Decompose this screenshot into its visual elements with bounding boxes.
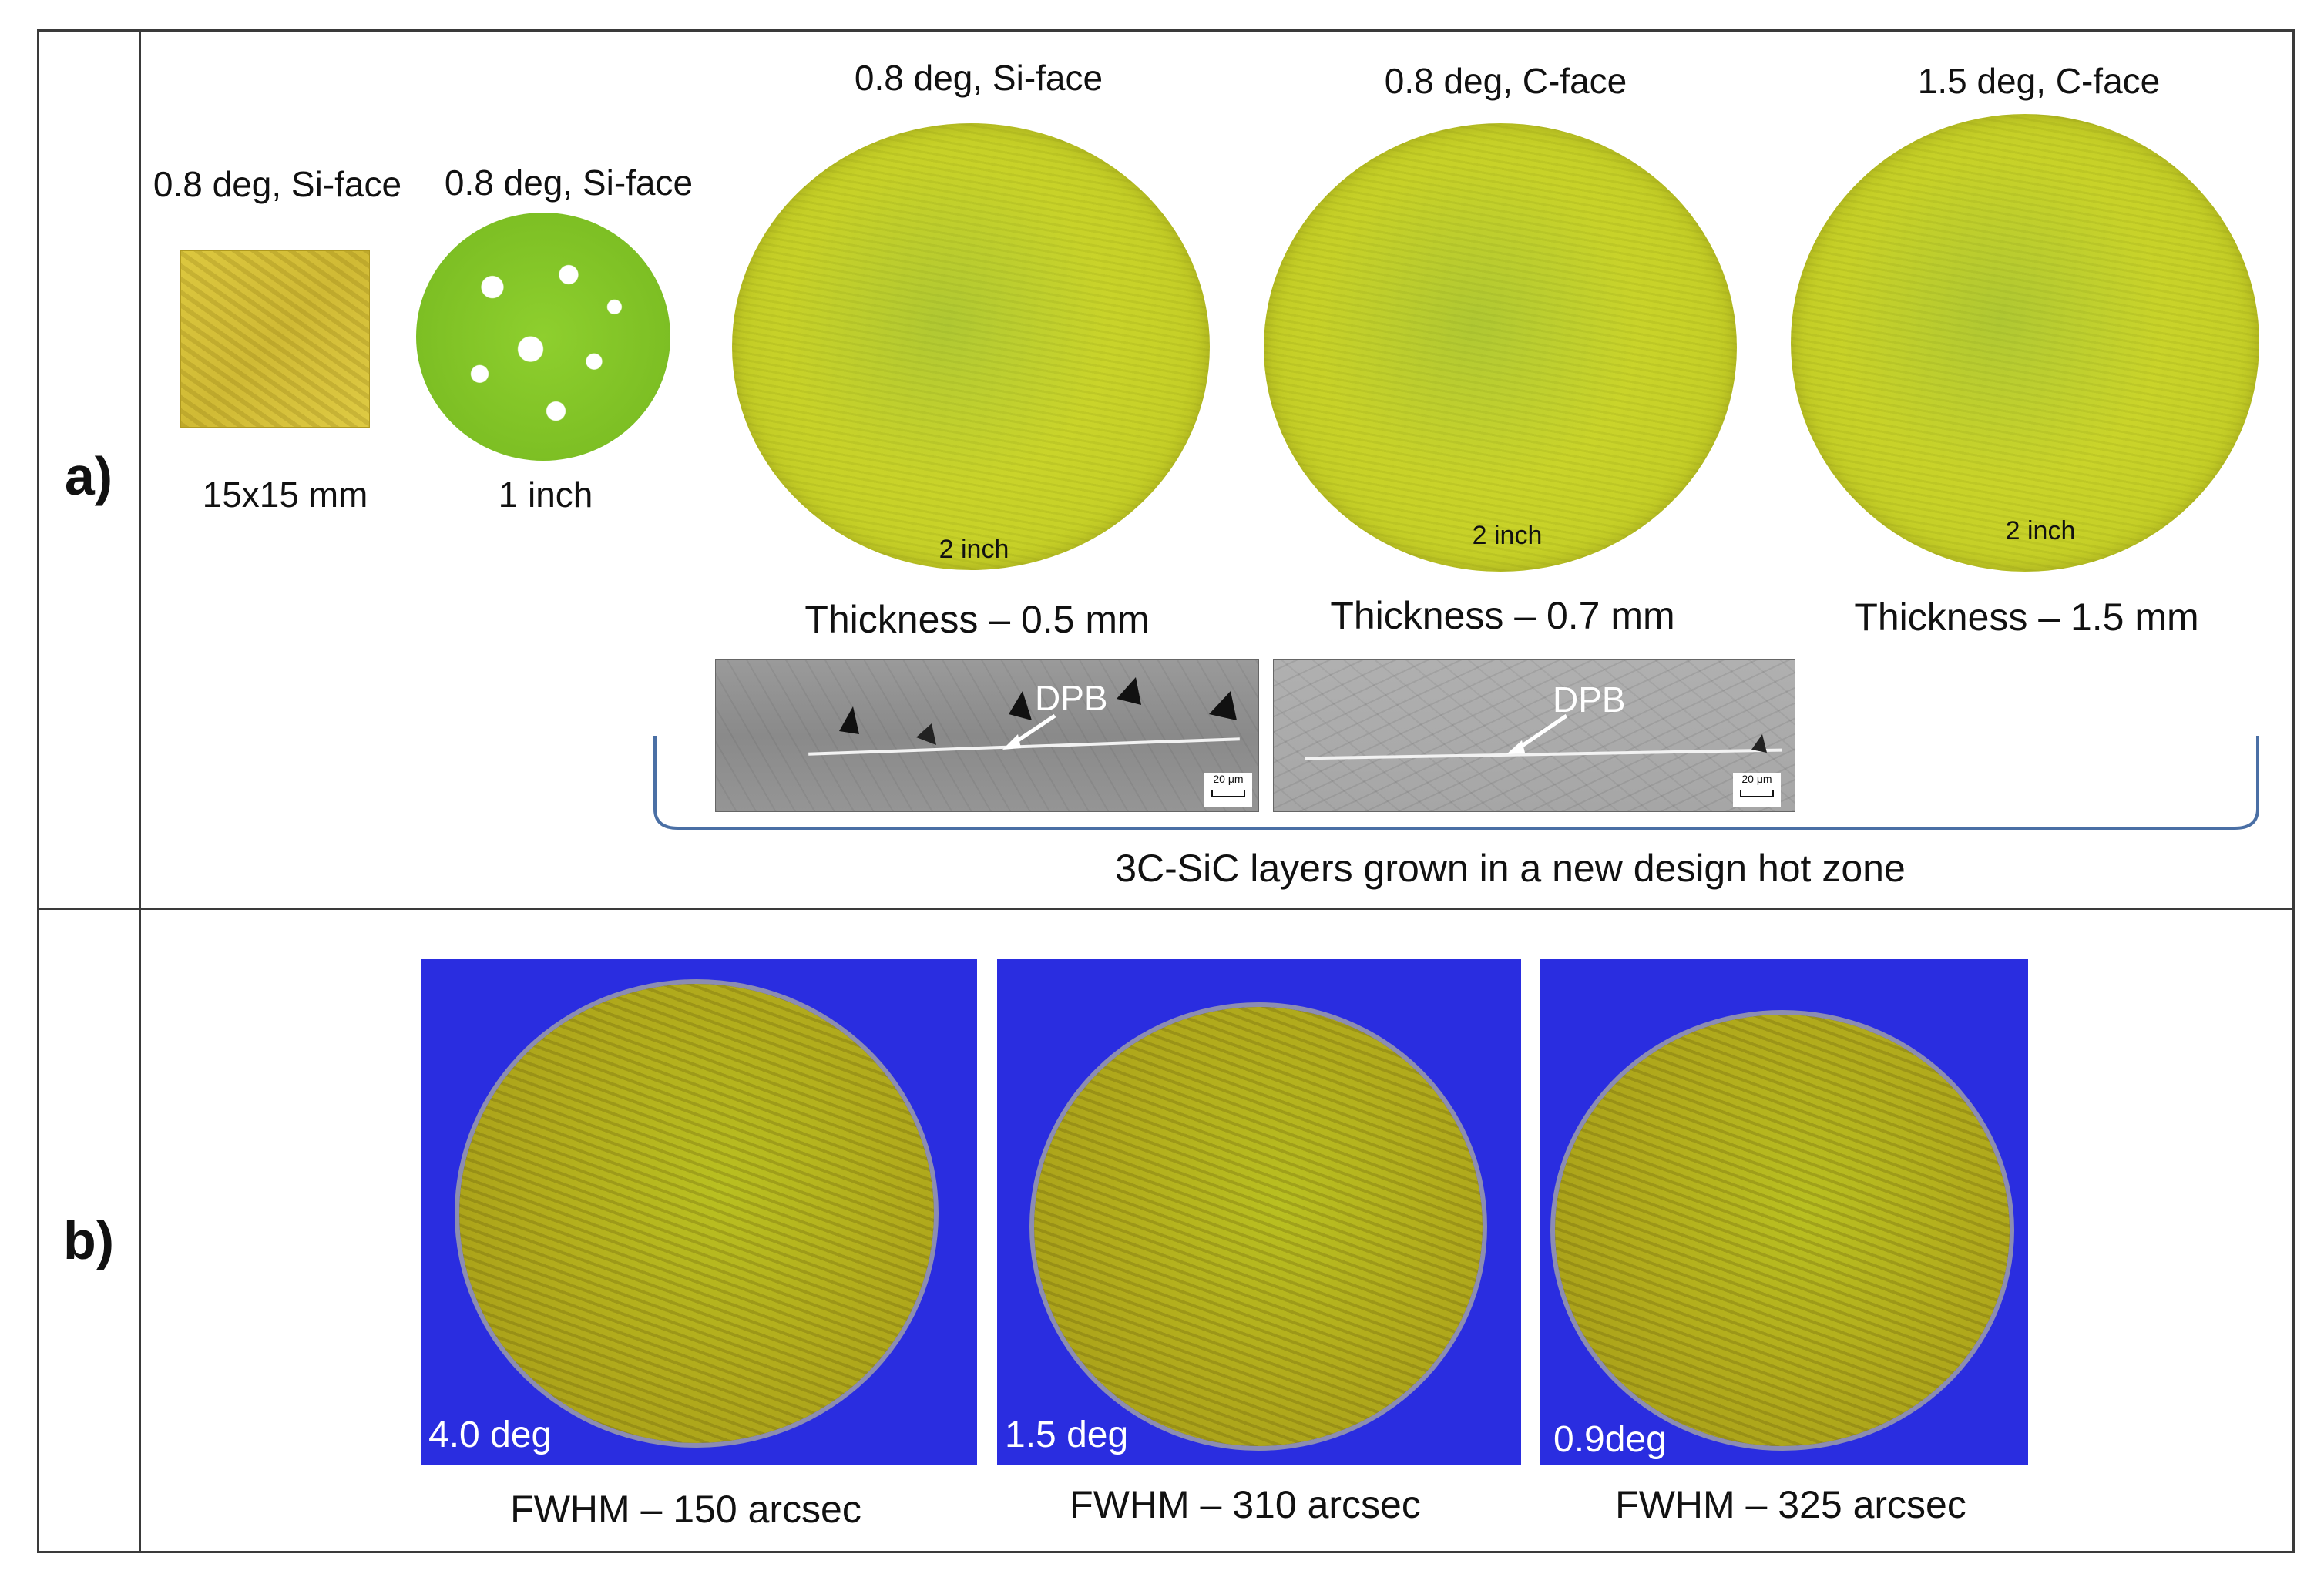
sample-title: 0.8 deg, Si-face — [444, 163, 694, 203]
wafer-angle-label: 4.0 deg — [428, 1415, 552, 1455]
wafer-disc — [1555, 1015, 2010, 1446]
sample-2inch-c15-photo — [1791, 114, 2259, 572]
wafer-size-label: 2 inch — [1472, 521, 1543, 550]
bracket-caption: 3C-SiC layers grown in a new design hot … — [1115, 847, 1906, 890]
sample-thickness: Thickness – 0.5 mm — [804, 598, 1150, 641]
sample-2inch-c08-photo — [1264, 123, 1737, 572]
wafer-fwhm: FWHM – 325 arcsec — [1615, 1483, 1966, 1526]
wafer-photo-2: 1.5 deg — [997, 959, 1521, 1465]
dpb-label: DPB — [1553, 680, 1626, 720]
sample-1inch-photo — [416, 213, 670, 461]
wafer-fwhm: FWHM – 150 arcsec — [510, 1488, 861, 1531]
sample-title: 0.8 deg, C-face — [1384, 61, 1627, 101]
scale-bar: 20 μm — [1204, 773, 1252, 807]
sample-title: 0.8 deg, Si-face — [153, 164, 402, 204]
column-divider — [139, 29, 141, 1553]
wafer-photo-1: 4.0 deg — [421, 959, 977, 1465]
scale-bar-mark — [1211, 790, 1245, 797]
sem-image-1: DPB 20 μm — [715, 659, 1259, 812]
sem-defects-1 — [839, 677, 1237, 750]
dpb-label: DPB — [1035, 678, 1108, 718]
figure-frame — [37, 29, 2295, 1553]
wafer-angle-label: 1.5 deg — [1005, 1415, 1129, 1455]
wafer-photo-3: 0.9deg — [1540, 959, 2028, 1465]
sem-image-2: DPB 20 μm — [1273, 659, 1795, 812]
sample-square-photo — [180, 250, 370, 428]
wafer-size-label: 2 inch — [939, 535, 1009, 564]
sample-title: 0.8 deg, Si-face — [854, 58, 1103, 98]
wafer-disc — [459, 984, 934, 1443]
scale-bar-label: 20 μm — [1213, 773, 1244, 785]
bracket — [653, 736, 2259, 830]
row-divider — [37, 908, 2295, 910]
row-label-a: a) — [64, 446, 113, 506]
sample-title: 1.5 deg, C-face — [1917, 61, 2161, 101]
sample-size: 15x15 mm — [202, 475, 368, 515]
sample-thickness: Thickness – 0.7 mm — [1330, 594, 1675, 637]
scale-bar: 20 μm — [1733, 773, 1781, 807]
scale-bar-label: 20 μm — [1741, 773, 1772, 785]
wafer-fwhm: FWHM – 310 arcsec — [1070, 1483, 1421, 1526]
row-label-b: b) — [62, 1210, 115, 1270]
wafer-disc — [1034, 1007, 1483, 1446]
scale-bar-mark — [1740, 790, 1774, 797]
sample-thickness: Thickness – 1.5 mm — [1854, 596, 2199, 639]
wafer-size-label: 2 inch — [2005, 516, 2076, 545]
sample-2inch-si-photo — [732, 123, 1210, 570]
sample-size: 1 inch — [498, 475, 593, 515]
sem-defects-2 — [1506, 713, 1767, 754]
wafer-angle-label: 0.9deg — [1553, 1419, 1667, 1460]
